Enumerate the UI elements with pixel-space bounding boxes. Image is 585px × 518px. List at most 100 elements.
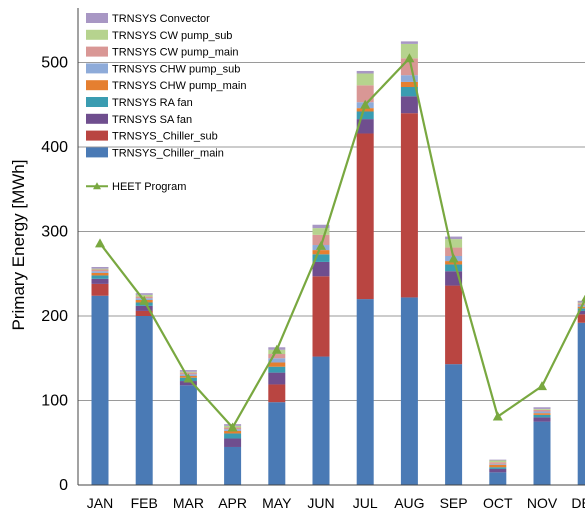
bar-trnsys-chiller-sub-aug	[401, 113, 418, 297]
bar-trnsys-chiller-main-apr	[224, 447, 241, 485]
bar-trnsys-cw-pump-sub-sep	[445, 239, 462, 247]
bar-trnsys-chiller-sub-jul	[357, 133, 374, 299]
y-tick-label: 500	[41, 55, 68, 72]
bar-trnsys-ra-fan-sep	[445, 264, 462, 271]
bar-trnsys-chw-pump-sub-oct	[489, 464, 506, 465]
bar-trnsys-ra-fan-nov	[534, 415, 551, 418]
bar-trnsys-convector-oct	[489, 460, 506, 461]
bar-trnsys-cw-pump-sub-oct	[489, 460, 506, 462]
legend: TRNSYS Convector TRNSYS CW pump_sub TRNSYS…	[86, 13, 246, 193]
bar-trnsys-chiller-main-oct	[489, 472, 506, 485]
legend-label: TRNSYS CW pump_sub	[112, 30, 232, 42]
bar-trnsys-chw-pump-main-may	[268, 362, 285, 366]
bar-trnsys-chiller-main-jan	[92, 296, 109, 485]
legend-label: TRNSYS_Chiller_sub	[112, 131, 218, 143]
legend-swatch-trnsys-cw-pump-sub	[86, 30, 108, 40]
bar-trnsys-chiller-main-jun	[313, 357, 330, 485]
legend-label: TRNSYS Convector	[112, 13, 210, 25]
y-tick-label: 300	[41, 224, 68, 241]
bar-trnsys-chw-pump-main-jan	[92, 273, 109, 276]
legend-label: TRNSYS_Chiller_main	[112, 147, 224, 159]
legend-label: TRNSYS SA fan	[112, 114, 192, 126]
bar-trnsys-convector-nov	[534, 407, 551, 409]
legend-label: TRNSYS CHW pump_sub	[112, 63, 240, 75]
bar-trnsys-chw-pump-sub-jan	[92, 271, 109, 273]
bar-trnsys-sa-fan-apr	[224, 439, 241, 447]
x-tick-label: SEP	[440, 495, 468, 511]
legend-swatch-trnsys-ra-fan	[86, 97, 108, 107]
bar-trnsys-cw-pump-main-oct	[489, 462, 506, 464]
x-tick-label: OCT	[483, 495, 513, 511]
bar-trnsys-chiller-main-feb	[136, 316, 153, 485]
bar-trnsys-chiller-sub-jan	[92, 284, 109, 296]
x-tick-label: APR	[218, 495, 247, 511]
y-tick-label: 400	[41, 139, 68, 156]
bar-trnsys-convector-aug	[401, 41, 418, 44]
legend-swatch-trnsys-chw-pump-sub	[86, 63, 108, 73]
bar-trnsys-chiller-main-dec	[578, 323, 585, 485]
line-layer	[95, 53, 585, 431]
bar-trnsys-cw-pump-sub-nov	[534, 409, 551, 410]
x-tick-label: MAY	[262, 495, 292, 511]
y-tick-label: 100	[41, 393, 68, 410]
bar-trnsys-ra-fan-jul	[357, 112, 374, 120]
legend-label: TRNSYS RA fan	[112, 97, 193, 109]
bar-trnsys-convector-jan	[92, 267, 109, 269]
x-tick-label: JAN	[87, 495, 113, 511]
bar-trnsys-ra-fan-oct	[489, 467, 506, 469]
bar-trnsys-sa-fan-may	[268, 373, 285, 385]
heet-point-nov	[537, 381, 547, 390]
bar-trnsys-ra-fan-apr	[224, 433, 241, 438]
heet-point-jan	[95, 238, 105, 247]
bar-trnsys-chiller-main-aug	[401, 297, 418, 485]
bar-trnsys-sa-fan-jun	[313, 262, 330, 276]
bar-trnsys-chw-pump-main-oct	[489, 465, 506, 468]
bar-trnsys-chiller-sub-sep	[445, 286, 462, 365]
legend-swatch-trnsys-chiller-sub	[86, 131, 108, 141]
legend-label: TRNSYS CW pump_main	[112, 47, 239, 59]
bar-trnsys-chw-pump-sub-nov	[534, 411, 551, 413]
x-tick-label: FEB	[131, 495, 158, 511]
x-tick-label: MAR	[173, 495, 204, 511]
bar-trnsys-chiller-sub-jun	[313, 276, 330, 356]
bar-trnsys-convector-jul	[357, 71, 374, 74]
y-axis-label: Primary Energy [MWh]	[9, 160, 28, 331]
y-tick-label: 0	[59, 477, 68, 494]
bar-trnsys-chiller-main-jul	[357, 299, 374, 485]
x-tick-label: JUN	[307, 495, 334, 511]
bar-trnsys-chiller-sub-dec	[578, 314, 585, 322]
bar-trnsys-chw-pump-main-nov	[534, 413, 551, 415]
bar-trnsys-chw-pump-main-jun	[313, 250, 330, 254]
x-tick-label: NOV	[527, 495, 558, 511]
legend-label: TRNSYS CHW pump_main	[112, 80, 246, 92]
bar-trnsys-sa-fan-jan	[92, 279, 109, 284]
bar-trnsys-ra-fan-jan	[92, 275, 109, 278]
x-tick-label: DEC	[571, 495, 585, 511]
bar-trnsys-chiller-main-nov	[534, 422, 551, 485]
bar-trnsys-cw-pump-sub-jan	[92, 269, 109, 270]
bar-trnsys-cw-pump-main-nov	[534, 410, 551, 412]
legend-swatch-trnsys-chiller-main	[86, 147, 108, 157]
bar-trnsys-cw-pump-main-jan	[92, 270, 109, 272]
legend-label: HEET Program	[112, 181, 186, 193]
bar-trnsys-cw-pump-main-may	[268, 354, 285, 358]
legend-swatch-trnsys-convector	[86, 13, 108, 23]
bar-trnsys-chiller-sub-may	[268, 384, 285, 402]
bar-trnsys-sa-fan-aug	[401, 96, 418, 113]
bar-trnsys-sa-fan-oct	[489, 469, 506, 472]
bar-trnsys-convector-mar	[180, 370, 197, 372]
legend-swatch-trnsys-cw-pump-main	[86, 47, 108, 57]
y-tick-label: 200	[41, 308, 68, 325]
bar-trnsys-convector-sep	[445, 237, 462, 240]
bar-trnsys-chiller-main-sep	[445, 364, 462, 485]
bar-trnsys-cw-pump-sub-mar	[180, 372, 197, 373]
bar-trnsys-chiller-main-may	[268, 402, 285, 485]
x-tick-label: AUG	[394, 495, 424, 511]
legend-swatch-trnsys-sa-fan	[86, 114, 108, 124]
heet-point-dec	[581, 292, 585, 301]
bar-trnsys-ra-fan-may	[268, 367, 285, 373]
x-tick-label: JUL	[353, 495, 378, 511]
legend-swatch-trnsys-chw-pump-main	[86, 80, 108, 90]
